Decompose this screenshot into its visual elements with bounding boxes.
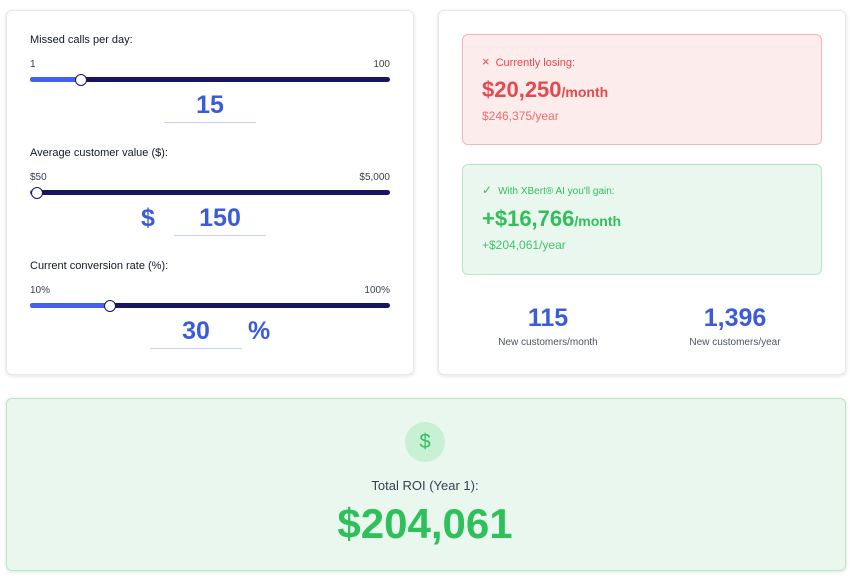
stat-month: 115 New customers/month — [448, 304, 648, 348]
value-input[interactable]: 30 — [182, 317, 210, 345]
max-label: 100 — [373, 59, 390, 70]
x-icon: × — [482, 54, 490, 69]
check-icon: ✓ — [482, 183, 493, 197]
losing-header: × Currently losing: — [482, 54, 575, 69]
input-label: Missed calls per day: — [30, 34, 133, 46]
slider-track — [30, 303, 390, 308]
min-label: 10% — [30, 285, 51, 296]
losing-monthly: $20,250 — [482, 77, 562, 102]
value-input[interactable]: 15 — [196, 91, 224, 119]
max-label: 100% — [364, 285, 390, 296]
losing-yearly: $246,375/year — [482, 109, 559, 123]
value-underline — [150, 348, 242, 349]
gain-monthly: +$16,766 — [482, 206, 575, 231]
input-label: Current conversion rate (%): — [30, 260, 169, 272]
gain-monthly-unit: /month — [574, 213, 622, 229]
slider-track — [30, 190, 390, 195]
stat-value: 1,396 — [703, 304, 767, 332]
roi-value: $204,061 — [337, 500, 513, 547]
gain-yearly: +$204,061/year — [482, 238, 566, 252]
gain-monthly-row: +$16,766/month — [482, 206, 621, 232]
value-underline — [164, 122, 256, 123]
losing-box: × Currently losing: $20,250/month $246,37… — [462, 34, 822, 145]
slider-thumb — [31, 187, 44, 199]
roi-label: Total ROI (Year 1): — [371, 478, 479, 493]
min-label: 1 — [30, 59, 36, 70]
slider-fill — [30, 303, 110, 308]
value-input[interactable]: 150 — [199, 204, 241, 232]
slider-thumb — [104, 300, 116, 312]
losing-label: Currently losing: — [495, 57, 576, 69]
slider-thumb — [74, 74, 87, 86]
dollar-icon: $ — [405, 422, 445, 462]
gain-box: ✓ With XBert® AI you'll gain: +$16,766/mo… — [462, 164, 822, 275]
value-suffix: % — [248, 317, 271, 345]
slider-fill — [30, 77, 81, 82]
value-prefix: $ — [141, 204, 155, 232]
stat-label: New customers/year — [689, 337, 781, 348]
stat-label: New customers/month — [498, 337, 598, 348]
max-label: $5,000 — [359, 172, 390, 183]
input-label: Average customer value ($): — [30, 147, 168, 159]
gain-header: ✓ With XBert® AI you'll gain: — [482, 183, 615, 197]
losing-monthly-row: $20,250/month — [482, 77, 608, 103]
stat-value: 115 — [527, 304, 569, 332]
stat-year: 1,396 New customers/year — [635, 304, 835, 348]
gain-label: With XBert® AI you'll gain: — [498, 186, 615, 197]
value-underline — [174, 235, 266, 236]
slider-track — [30, 77, 390, 82]
losing-monthly-unit: /month — [561, 84, 609, 100]
min-label: $50 — [30, 172, 47, 183]
